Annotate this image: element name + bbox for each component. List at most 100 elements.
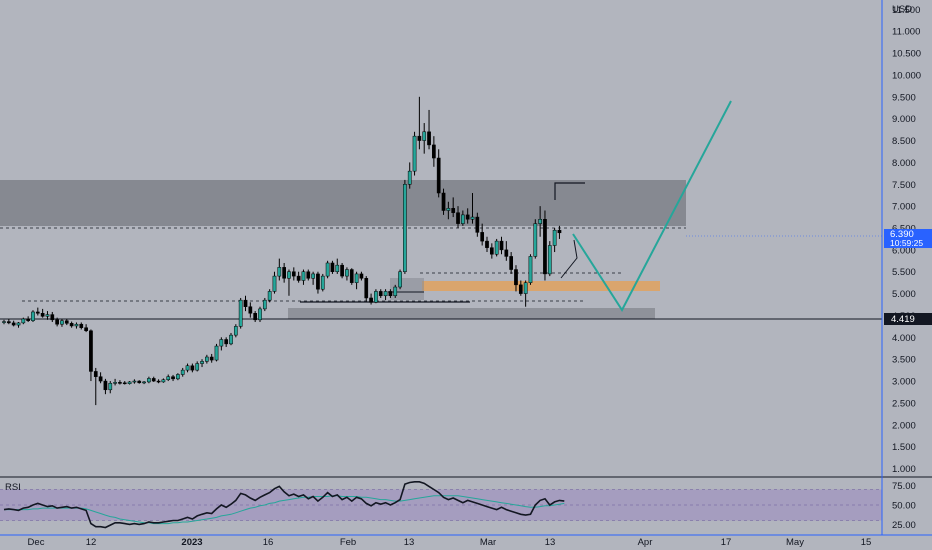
candle-body <box>335 264 340 272</box>
candle-body <box>533 223 538 257</box>
candle-body <box>253 313 258 321</box>
price-tick-label: 3.000 <box>892 377 916 388</box>
candle-body <box>407 170 412 185</box>
candle-body <box>475 216 480 233</box>
candle-body <box>113 382 117 384</box>
price-tick-label: 10.500 <box>892 49 921 60</box>
candle-body <box>161 379 166 383</box>
candle-body <box>432 144 436 159</box>
candle-body <box>412 135 417 172</box>
price-tick-label: 9.500 <box>892 92 916 103</box>
candle-body <box>518 284 523 294</box>
price-tick-label: 2.000 <box>892 420 916 431</box>
reference-price-tag[interactable] <box>884 313 932 325</box>
candle-body <box>461 214 465 224</box>
date-tick-label: 2023 <box>181 537 202 548</box>
candle-body <box>514 269 518 286</box>
projection-path <box>572 100 732 312</box>
candle-body <box>233 326 238 336</box>
candle-body <box>200 361 204 364</box>
candle-body <box>383 291 388 297</box>
candle-body <box>209 356 214 361</box>
reference-price-label: 4.419 <box>891 314 915 325</box>
candle-body <box>180 369 185 375</box>
triangle-marker <box>560 239 578 279</box>
candle-body <box>151 378 156 382</box>
support-zone <box>288 308 655 319</box>
price-tick-label: 1.000 <box>892 464 916 475</box>
candle-body <box>69 323 74 327</box>
candle-body <box>205 356 209 362</box>
candle-body <box>282 267 286 279</box>
candle-body <box>451 208 456 213</box>
candle-body <box>176 374 180 380</box>
candle-body <box>219 339 224 347</box>
price-tick-label: 6.000 <box>892 245 916 256</box>
candle-body <box>190 365 195 371</box>
date-tick-label: 17 <box>721 537 732 548</box>
price-tick-label: 8.500 <box>892 136 916 147</box>
candle-body <box>98 376 103 382</box>
candle-body <box>465 214 470 220</box>
candle-body <box>118 382 122 384</box>
rsi-tick-label: 50.00 <box>892 501 916 512</box>
candle-body <box>132 380 137 383</box>
current-price-tag[interactable] <box>884 229 932 248</box>
price-tick-label: 7.000 <box>892 202 916 213</box>
resistance-zone <box>0 180 686 226</box>
candle-body <box>93 371 98 377</box>
candle-body <box>538 219 542 224</box>
candle-body <box>543 219 547 275</box>
candle-body <box>417 135 422 141</box>
candle-body <box>306 271 311 279</box>
candle-body <box>369 297 373 303</box>
candle-body <box>340 264 344 277</box>
price-tick-label: 2.500 <box>892 398 916 409</box>
date-tick-label: Feb <box>340 537 356 548</box>
price-tick-label: 9.000 <box>892 114 916 125</box>
candle-body <box>243 299 248 307</box>
candle-body <box>277 267 282 277</box>
candle-body <box>320 275 325 290</box>
candle-body <box>485 240 489 248</box>
date-tick-label: Mar <box>480 537 496 548</box>
candle-body <box>166 376 171 380</box>
current-price-label: 6.390 <box>890 229 914 240</box>
candle-body <box>108 382 113 391</box>
candle-body <box>291 271 296 277</box>
candle-body <box>89 330 93 372</box>
candle-body <box>528 256 533 283</box>
candle-body <box>296 275 301 281</box>
candle-body <box>552 229 557 246</box>
rsi-label: RSI <box>5 482 21 493</box>
candle-body <box>374 291 378 303</box>
candle-body <box>6 321 11 324</box>
candle-body <box>436 157 441 194</box>
candle-body <box>388 291 393 297</box>
candle-body <box>248 306 253 314</box>
date-tick-label: 16 <box>263 537 274 548</box>
candle-body <box>50 314 55 321</box>
candle-body <box>359 273 364 279</box>
rsi-tick-label: 25.00 <box>892 520 916 531</box>
candle-body <box>325 262 330 277</box>
candle-body <box>224 339 229 345</box>
candles <box>2 96 562 406</box>
candle-body <box>272 275 277 292</box>
candle-body <box>480 232 485 242</box>
candle-body <box>316 273 320 290</box>
candle-body <box>103 380 108 391</box>
candle-body <box>156 380 161 383</box>
candle-body <box>349 269 354 283</box>
candle-body <box>214 345 219 361</box>
date-tick-label: 12 <box>86 537 97 548</box>
candle-body <box>393 286 398 297</box>
date-tick-label: Dec <box>28 537 45 548</box>
price-tick-label: 4.000 <box>892 333 916 344</box>
date-ticks: Dec 12 2023 16 Feb 13 Mar 13 Apr 17 May 15 <box>28 537 872 548</box>
candle-body <box>238 299 243 327</box>
candle-body <box>2 321 6 323</box>
price-tick-label: 5.000 <box>892 289 916 300</box>
